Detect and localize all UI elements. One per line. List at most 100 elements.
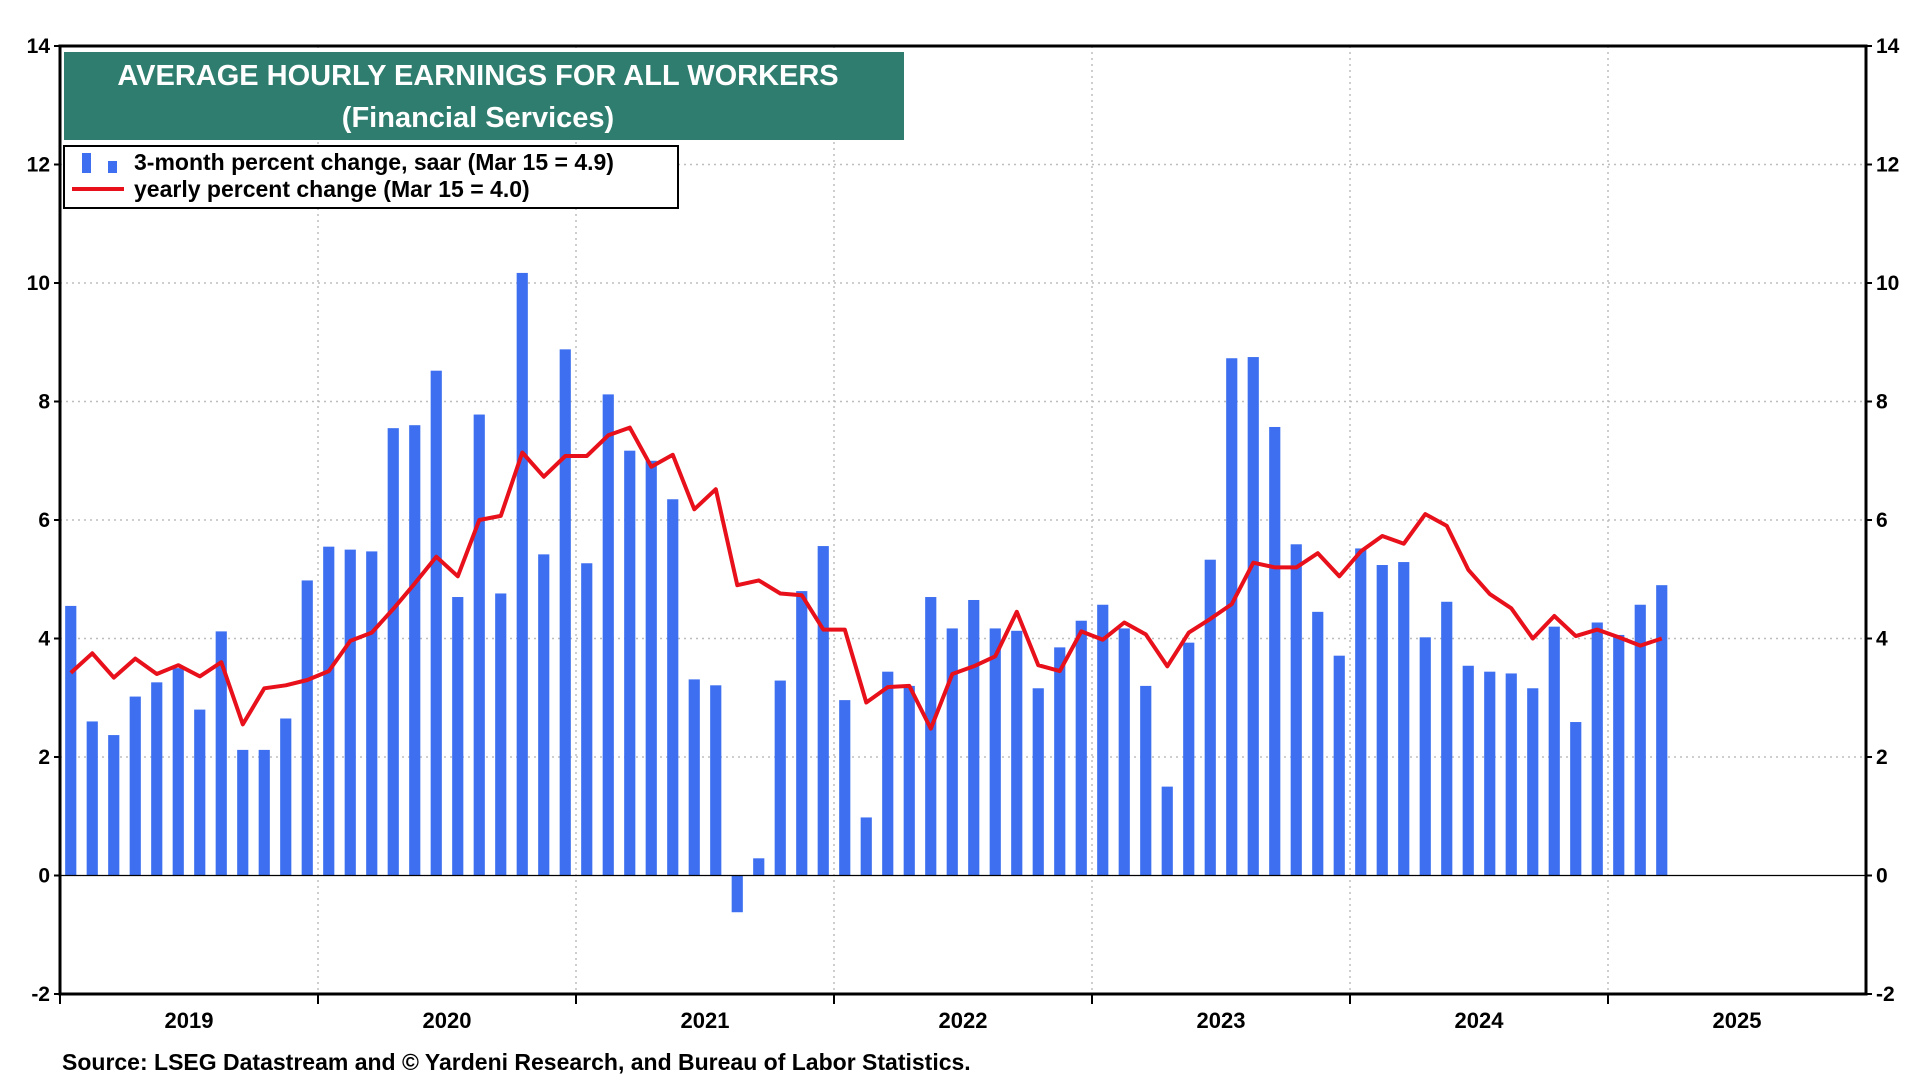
bar bbox=[1247, 357, 1259, 876]
bar bbox=[65, 605, 77, 876]
y-tick-label: 4 bbox=[38, 628, 50, 651]
bar bbox=[473, 414, 485, 876]
y-tick-label-right: 6 bbox=[1876, 509, 1888, 532]
legend: 3-month percent change, saar (Mar 15 = 4… bbox=[63, 145, 679, 209]
bar bbox=[344, 549, 356, 876]
bar bbox=[753, 858, 765, 876]
x-tick-label: 2023 bbox=[1197, 1008, 1246, 1033]
y-tick-label-right: 0 bbox=[1876, 865, 1888, 888]
bar bbox=[688, 679, 700, 876]
bar bbox=[1462, 665, 1474, 876]
y-tick-label-right: 2 bbox=[1876, 746, 1888, 769]
bar bbox=[1097, 604, 1109, 876]
bar bbox=[559, 349, 571, 876]
bar bbox=[323, 546, 335, 876]
bar bbox=[667, 499, 679, 876]
bar bbox=[903, 685, 915, 876]
x-tick-label: 2025 bbox=[1713, 1008, 1762, 1033]
bar bbox=[645, 460, 657, 876]
y-tick-label: 6 bbox=[38, 509, 50, 532]
bar bbox=[710, 685, 722, 876]
bar bbox=[968, 599, 980, 876]
bar bbox=[1333, 655, 1345, 876]
legend-line-label: yearly percent change (Mar 15 = 4.0) bbox=[134, 176, 530, 202]
x-axis: 2019 2020 2021 2022 2023 2024 2025 bbox=[59, 994, 1762, 1033]
bar bbox=[516, 272, 528, 876]
bar bbox=[989, 628, 1001, 876]
bar bbox=[538, 554, 550, 876]
x-tick-label: 2021 bbox=[681, 1008, 730, 1033]
bar bbox=[258, 749, 270, 876]
bar bbox=[1075, 620, 1087, 876]
bar bbox=[581, 563, 593, 876]
bar bbox=[1548, 626, 1560, 876]
x-tick-label: 2022 bbox=[939, 1008, 988, 1033]
bar bbox=[86, 721, 98, 876]
bar bbox=[1140, 685, 1152, 876]
bar bbox=[430, 370, 442, 876]
bar-series bbox=[65, 272, 1668, 913]
y-tick-label: 12 bbox=[27, 154, 50, 177]
bar bbox=[839, 700, 851, 876]
bar bbox=[172, 668, 184, 876]
y-tick-label: 0 bbox=[38, 865, 50, 888]
bar bbox=[129, 696, 141, 876]
bar bbox=[1204, 559, 1216, 876]
chart-title: AVERAGE HOURLY EARNINGS FOR ALL WORKERS bbox=[117, 60, 838, 92]
bar bbox=[1634, 604, 1646, 876]
bar bbox=[1570, 722, 1582, 876]
bar bbox=[1591, 622, 1603, 876]
bar bbox=[1355, 548, 1367, 876]
bar bbox=[925, 597, 937, 876]
bar bbox=[731, 875, 743, 913]
bar bbox=[366, 551, 378, 876]
bar bbox=[602, 394, 614, 876]
bar bbox=[108, 735, 120, 876]
title-box: AVERAGE HOURLY EARNINGS FOR ALL WORKERS … bbox=[64, 52, 904, 140]
bar bbox=[1398, 562, 1410, 876]
bar bbox=[1011, 630, 1023, 876]
y-tick-label-right: -2 bbox=[1876, 983, 1895, 1006]
bar bbox=[1183, 642, 1195, 876]
y-tick-label-right: 4 bbox=[1876, 628, 1888, 651]
bar bbox=[1161, 786, 1173, 876]
x-tick-label: 2019 bbox=[165, 1008, 214, 1033]
bar bbox=[1269, 426, 1281, 876]
bar bbox=[796, 591, 808, 876]
y-tick-label: 2 bbox=[38, 746, 50, 769]
bar bbox=[1441, 601, 1453, 876]
y-tick-label: 8 bbox=[38, 391, 50, 414]
bar bbox=[817, 546, 829, 876]
bar bbox=[151, 682, 163, 876]
bar bbox=[495, 593, 507, 876]
bar bbox=[215, 631, 227, 876]
bar bbox=[1312, 611, 1324, 876]
bar bbox=[409, 425, 421, 876]
bar bbox=[452, 597, 464, 876]
bar bbox=[1527, 688, 1539, 876]
y-tick-label: 14 bbox=[27, 35, 51, 58]
source-note: Source: LSEG Datastream and © Yardeni Re… bbox=[62, 1049, 971, 1075]
bar bbox=[860, 817, 872, 876]
bar bbox=[1376, 565, 1388, 876]
bar bbox=[301, 580, 313, 876]
left-y-axis: -2 0 2 4 6 8 10 12 14 bbox=[27, 35, 60, 1006]
legend-bar-label: 3-month percent change, saar (Mar 15 = 4… bbox=[134, 149, 614, 175]
y-tick-label-right: 14 bbox=[1876, 35, 1900, 58]
bar bbox=[1290, 544, 1302, 876]
bar bbox=[1226, 358, 1238, 876]
chart-subtitle: (Financial Services) bbox=[342, 102, 614, 134]
bar bbox=[1484, 671, 1496, 876]
bar bbox=[774, 680, 786, 876]
bar bbox=[280, 718, 292, 876]
x-tick-label: 2024 bbox=[1455, 1008, 1505, 1033]
bar bbox=[882, 671, 894, 876]
bar bbox=[1032, 688, 1044, 876]
bar bbox=[1054, 647, 1066, 876]
y-tick-label-right: 10 bbox=[1876, 272, 1899, 295]
bar bbox=[946, 628, 958, 876]
y-tick-label: -2 bbox=[31, 983, 50, 1006]
bar bbox=[1613, 634, 1625, 876]
yearly-change-line bbox=[69, 425, 1663, 731]
